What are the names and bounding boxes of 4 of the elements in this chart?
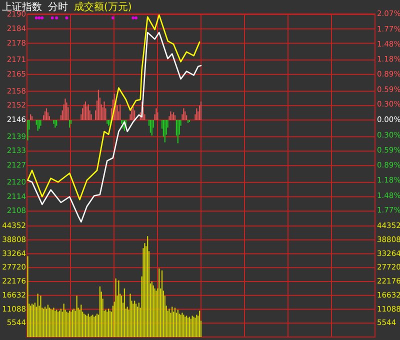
- line-series: [27, 14, 200, 200]
- text: 成交额(万元): [74, 1, 132, 13]
- chart-subtitle: 分时: [48, 1, 68, 13]
- line-series: [27, 32, 202, 223]
